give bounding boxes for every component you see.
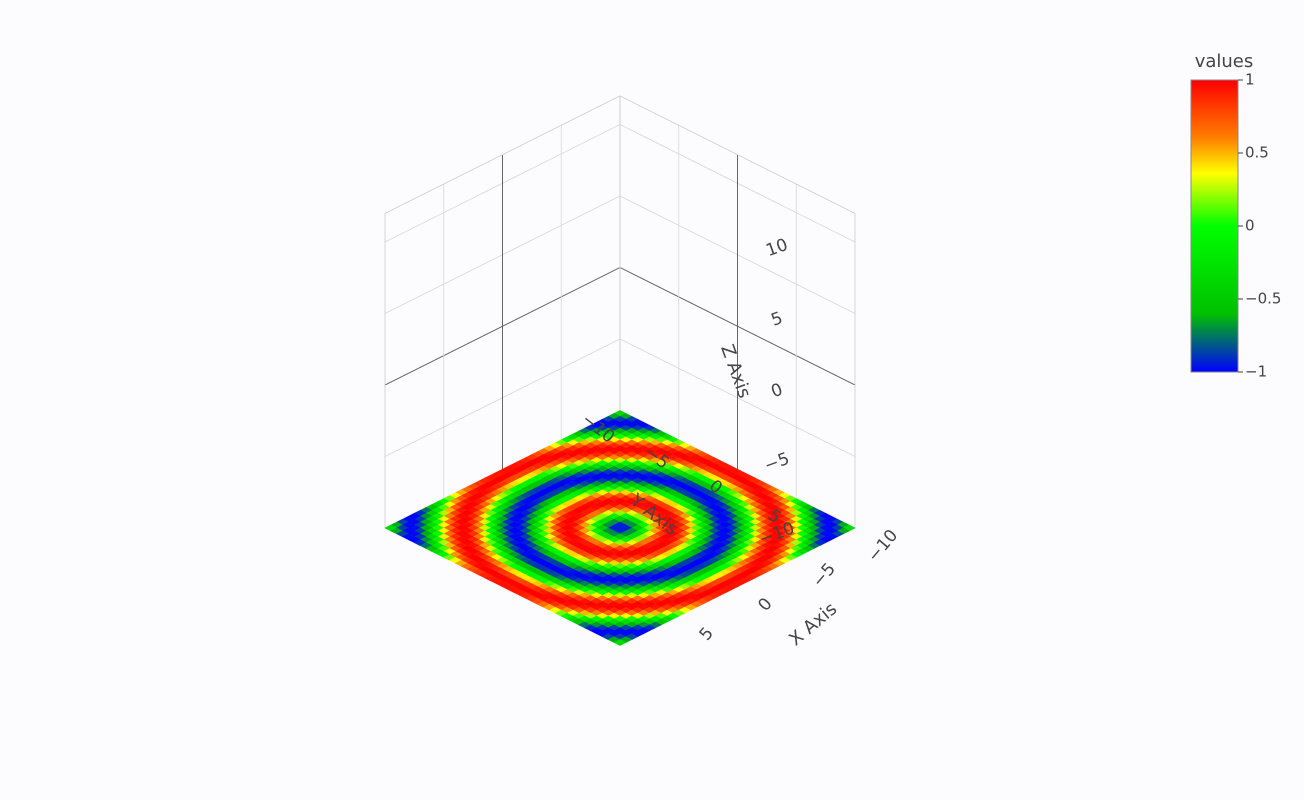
wall-edge: [384, 95, 621, 214]
colorbar-tick-label: 0.5: [1245, 144, 1269, 162]
surface-cell: [613, 639, 627, 646]
z-tick-label: 5: [768, 308, 785, 330]
axis-walls: [384, 95, 856, 529]
surface-plot: [384, 410, 856, 646]
z-axis-title: Z Axis: [716, 342, 755, 401]
x-tick-label: −10: [864, 526, 902, 566]
colorbar-title: values: [1195, 51, 1254, 72]
colorbar-gradient: [1190, 79, 1239, 373]
x-axis-title: X Axis: [785, 599, 841, 651]
z-tick-label: 0: [768, 380, 785, 402]
x-tick-label: 0: [754, 594, 776, 615]
x-tick-label: 5: [696, 624, 718, 645]
colorbar-tick-label: −1: [1245, 363, 1267, 381]
colorbar-tick-label: −0.5: [1245, 290, 1281, 308]
colorbar-tick-label: 1: [1245, 71, 1255, 89]
z-tick-label: −5: [762, 449, 792, 476]
x-tick-label: −5: [809, 559, 840, 591]
z-tick-label: 10: [763, 235, 790, 261]
colorbar-tick-label: 0: [1245, 217, 1255, 235]
wall-edge: [619, 95, 856, 214]
